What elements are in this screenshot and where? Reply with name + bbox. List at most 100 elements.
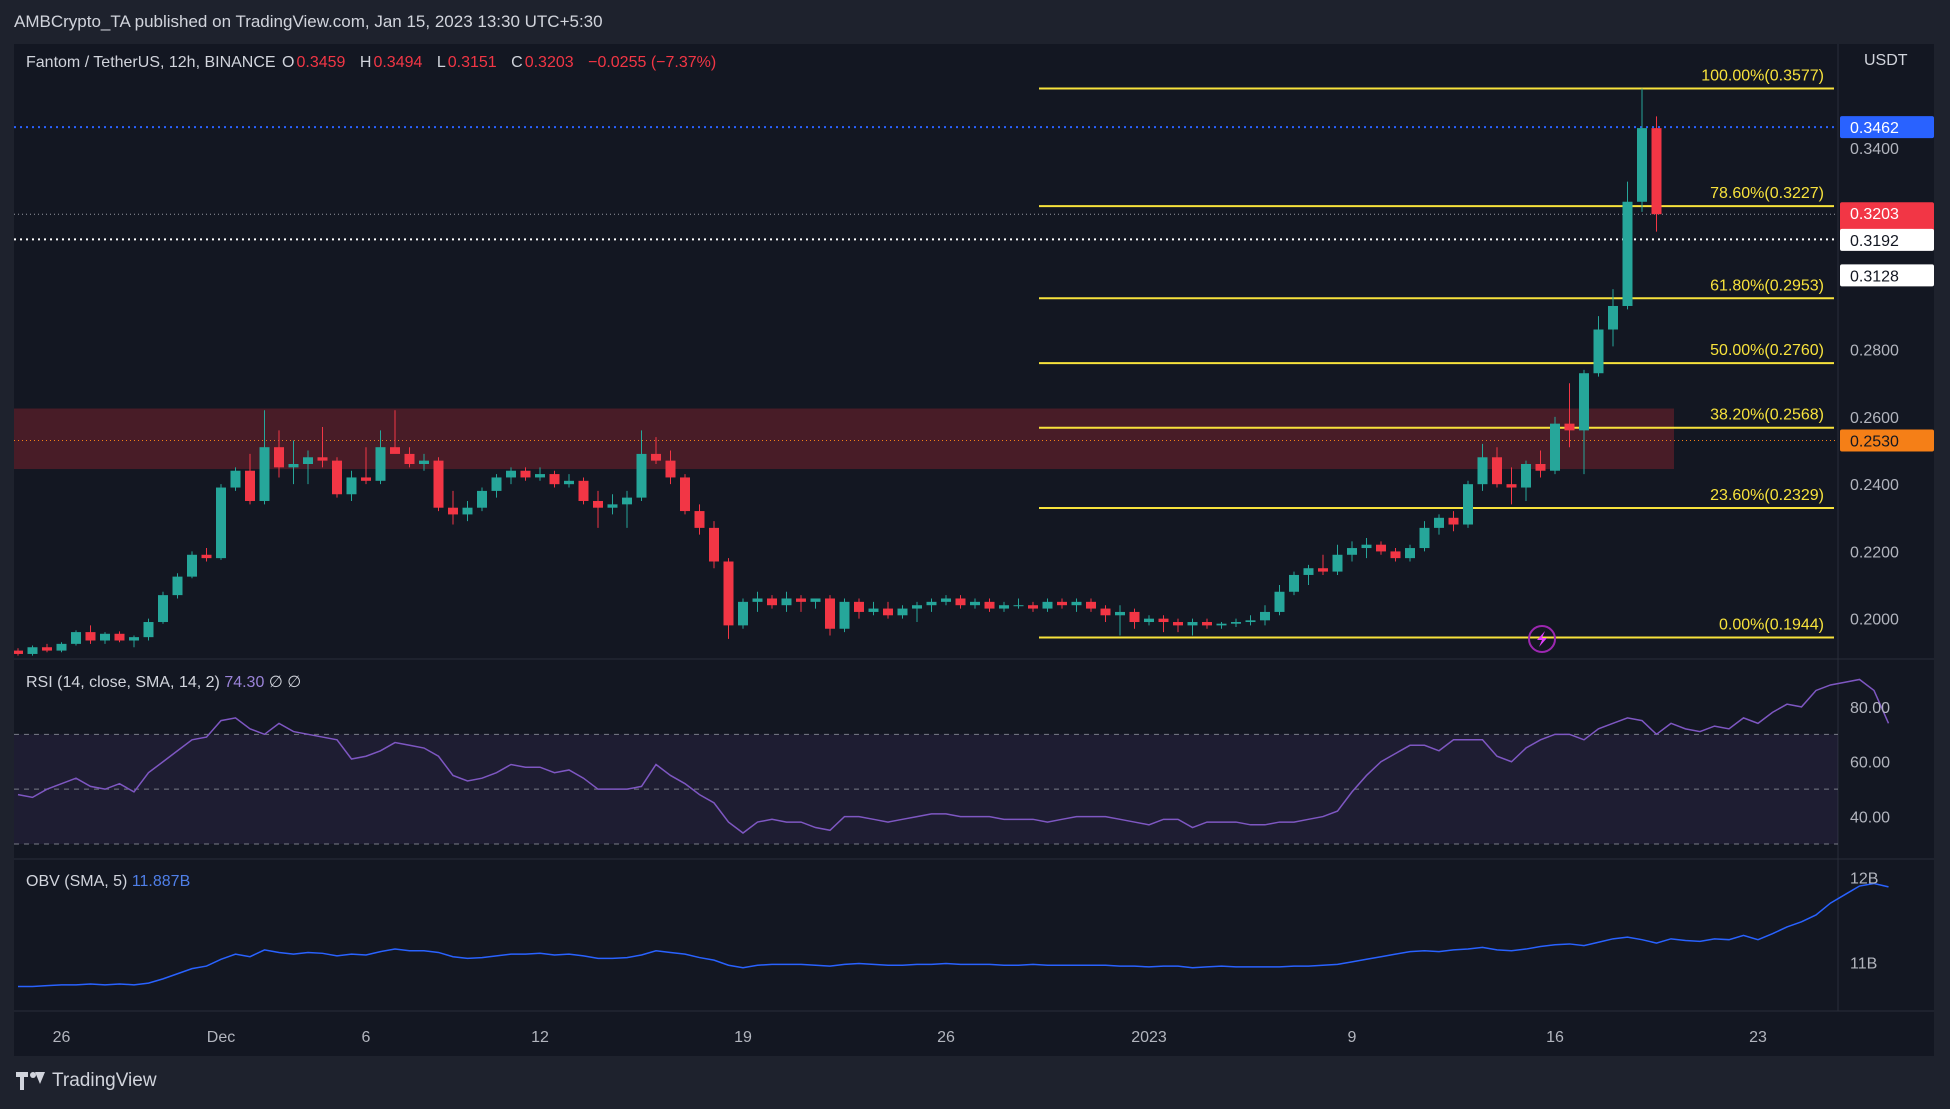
time-axis-label: 26: [53, 1029, 71, 1046]
candle-body: [1376, 544, 1386, 552]
candle-body: [1622, 201, 1633, 306]
candle-body: [332, 460, 342, 495]
obv-line: [18, 882, 1889, 988]
candle-body: [767, 598, 777, 606]
candle-body: [346, 477, 357, 495]
candle-body: [1260, 611, 1270, 621]
candle-body: [984, 601, 995, 609]
candle-body: [1550, 423, 1560, 471]
candle-body: [955, 598, 966, 606]
candle-body: [1564, 423, 1575, 431]
candle-body: [129, 637, 139, 641]
candle-body: [491, 477, 502, 491]
candle-body: [1216, 623, 1227, 626]
candle-body: [970, 601, 980, 606]
candle-body: [56, 643, 67, 651]
candle-body: [868, 608, 879, 612]
time-axis-label: 6: [362, 1029, 371, 1046]
lightning-icon: [1537, 631, 1547, 647]
candle-body: [520, 470, 531, 478]
candle-body: [593, 500, 603, 508]
candle-body: [1187, 622, 1198, 626]
candle-body: [1361, 544, 1372, 549]
rsi-value: 74.30: [224, 674, 265, 691]
obv-label: OBV (SMA, 5): [26, 873, 128, 890]
price-axis-tick: 0.2400: [1850, 477, 1899, 494]
chart-area[interactable]: 100.00%(0.3577) 78.60%(0.3227) 61.80%(0.29…: [14, 44, 1934, 1056]
price-axis-tick: 0.3400: [1850, 141, 1899, 158]
candle-body: [85, 632, 96, 641]
price-axis-tick: 0.2800: [1850, 343, 1899, 360]
time-axis-label: 23: [1749, 1029, 1767, 1046]
chart-canvas[interactable]: 100.00%(0.3577) 78.60%(0.3227) 61.80%(0.29…: [14, 44, 1934, 1056]
candle-body: [926, 601, 937, 606]
candle-body: [1144, 618, 1154, 623]
candle-body: [1637, 128, 1647, 202]
candle-body: [14, 650, 23, 654]
close-value: 0.3203: [524, 54, 574, 71]
fib-level-label: 0.00%(0.1944): [1719, 616, 1824, 633]
time-axis-label: 9: [1348, 1029, 1357, 1046]
rsi-axis-tick: 80.00: [1850, 700, 1890, 717]
candle-body: [1115, 611, 1125, 616]
time-axis-label: 26: [937, 1029, 955, 1046]
candle-body: [1129, 611, 1140, 623]
price-axis-tick: 0.2200: [1850, 544, 1899, 561]
low-label: L: [436, 54, 446, 71]
candle-body: [564, 480, 574, 485]
candle-body: [1042, 601, 1053, 609]
rsi-label: RSI (14, close, SMA, 14, 2): [26, 674, 220, 691]
candle-body: [796, 598, 806, 602]
publish-bar: AMBCrypto_TA published on TradingView.co…: [0, 0, 1950, 44]
candle-body: [1289, 574, 1299, 592]
open-label: O: [282, 54, 295, 71]
time-axis-label: 19: [734, 1029, 752, 1046]
candle-body: [1535, 464, 1546, 471]
price-axis-currency: USDT: [1864, 52, 1908, 69]
candle-body: [100, 633, 110, 641]
fib-level-label: 78.60%(0.3227): [1710, 185, 1824, 202]
candle-body: [839, 601, 850, 629]
time-axis-label: 16: [1546, 1029, 1564, 1046]
fib-level-label: 23.60%(0.2329): [1710, 487, 1824, 504]
tradingview-logo[interactable]: TradingView: [16, 1070, 157, 1092]
candle-body: [433, 460, 444, 508]
candle-body: [230, 470, 241, 488]
low-value: 0.3151: [447, 54, 497, 71]
candle-body: [506, 470, 516, 478]
candle-body: [1347, 548, 1357, 555]
candle-body: [709, 527, 719, 562]
candle-body: [114, 633, 125, 641]
candle-body: [419, 460, 429, 464]
fib-level-label: 100.00%(0.3577): [1701, 67, 1824, 84]
candle-body: [1521, 464, 1531, 488]
candle-body: [390, 447, 400, 454]
price-marker-white-1-box: [1840, 228, 1934, 251]
candle-body: [172, 576, 183, 596]
candle-body: [42, 647, 52, 651]
candle-body: [854, 601, 864, 612]
candle-body: [607, 504, 618, 508]
high-value: 0.3494: [373, 54, 423, 71]
candle-body: [1506, 484, 1517, 488]
candle-body: [158, 595, 168, 623]
price-marker-white-2: 0.3128: [1850, 268, 1899, 285]
candle-body: [622, 497, 632, 505]
candle-body: [143, 622, 154, 638]
obv-value: 11.887B: [131, 873, 191, 890]
tradingview-icon: [16, 1072, 45, 1090]
candle-body: [1448, 517, 1459, 525]
candle-body: [1477, 457, 1488, 485]
candle-body: [781, 598, 792, 606]
rsi-axis-tick: 60.00: [1850, 755, 1890, 772]
candle-body: [1651, 128, 1662, 215]
candle-body: [477, 490, 487, 508]
candle-body: [288, 464, 299, 468]
candle-body: [1318, 568, 1328, 572]
price-axis-tick: 0.2000: [1850, 612, 1899, 629]
candle-body: [897, 608, 908, 616]
candle-body: [1332, 554, 1343, 572]
obv-axis-tick: 12B: [1850, 871, 1878, 888]
candle-body: [375, 447, 386, 481]
candle-body: [825, 598, 835, 629]
